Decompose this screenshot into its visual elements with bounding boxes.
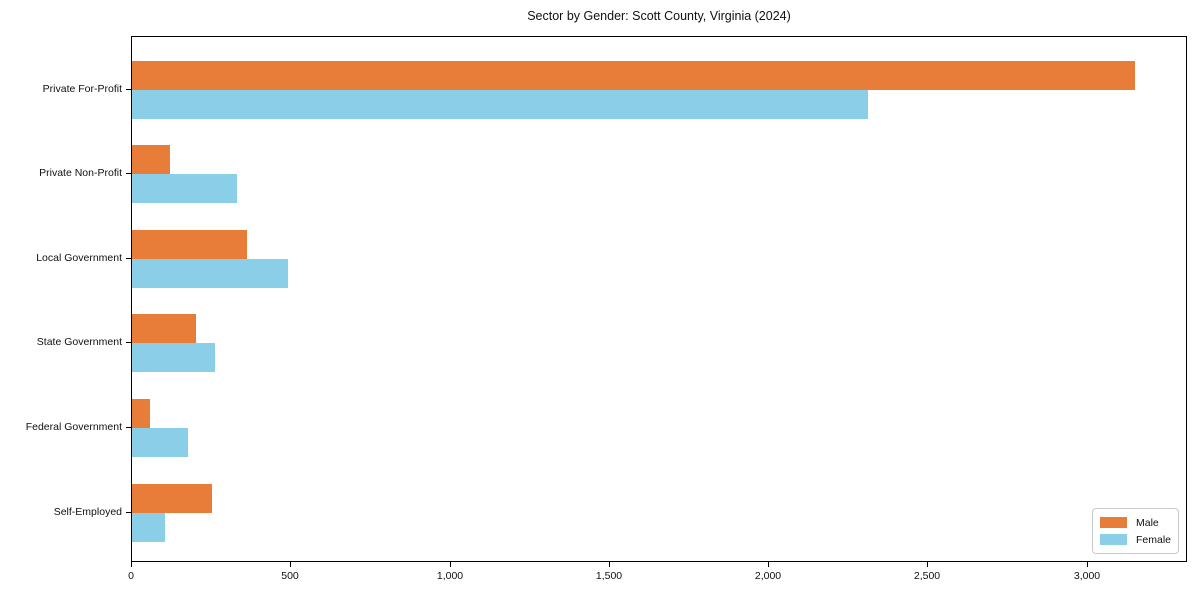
bar-male-private-for-profit [132, 60, 1135, 90]
bar-female-private-for-profit [132, 89, 868, 119]
legend-label-female: Female [1136, 533, 1172, 546]
bar-male-state-government [132, 314, 196, 344]
y-category-label: Local Government [36, 252, 122, 264]
x-tick-mark [927, 562, 928, 567]
legend-label-male: Male [1136, 516, 1159, 529]
x-tick-label: 2,500 [913, 570, 941, 582]
legend: Male Female [1092, 508, 1179, 554]
x-tick-mark [131, 562, 132, 567]
legend-item-male: Male [1100, 514, 1170, 531]
y-category-label: Federal Government [25, 421, 122, 433]
legend-swatch-female [1100, 534, 1127, 545]
x-tick-label: 3,000 [1073, 570, 1101, 582]
legend-item-female: Female [1100, 531, 1172, 548]
y-category-label: Self-Employed [53, 506, 122, 518]
bar-male-federal-government [132, 398, 150, 428]
y-tick-mark [126, 89, 131, 90]
y-tick-mark [126, 427, 131, 428]
x-tick-label: 1,500 [595, 570, 623, 582]
bar-female-self-employed [132, 512, 165, 542]
bar-female-local-government [132, 258, 288, 288]
x-tick-mark [1087, 562, 1088, 567]
y-category-label: State Government [36, 336, 122, 348]
legend-swatch-male [1100, 517, 1127, 528]
bar-male-local-government [132, 229, 247, 259]
bar-female-state-government [132, 343, 215, 373]
x-tick-mark [609, 562, 610, 567]
bar-male-private-non-profit [132, 145, 170, 175]
x-tick-label: 2,000 [754, 570, 782, 582]
y-tick-mark [126, 173, 131, 174]
x-tick-mark [768, 562, 769, 567]
plot-area [131, 36, 1187, 562]
y-tick-mark [126, 342, 131, 343]
y-category-label: Private For-Profit [42, 83, 122, 95]
x-tick-label: 500 [281, 570, 299, 582]
x-tick-mark [290, 562, 291, 567]
y-category-label: Private Non-Profit [39, 167, 122, 179]
x-tick-mark [450, 562, 451, 567]
y-tick-mark [126, 512, 131, 513]
y-tick-mark [126, 258, 131, 259]
bar-female-private-non-profit [132, 174, 237, 204]
bar-female-federal-government [132, 427, 188, 457]
bar-male-self-employed [132, 483, 212, 513]
chart-title: Sector by Gender: Scott County, Virginia… [527, 9, 791, 23]
x-tick-label: 0 [128, 570, 134, 582]
x-tick-label: 1,000 [436, 570, 464, 582]
